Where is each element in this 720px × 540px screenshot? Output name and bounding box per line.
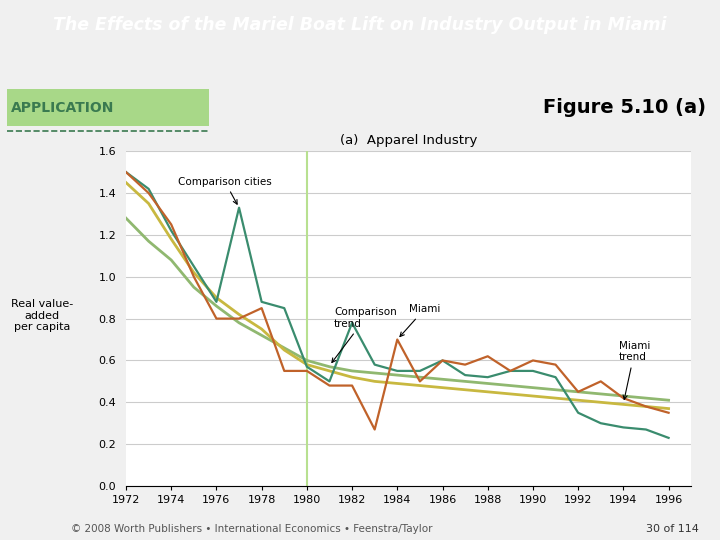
Text: APPLICATION: APPLICATION: [11, 100, 114, 114]
Text: Real value-
added
per capita: Real value- added per capita: [11, 299, 73, 333]
Text: The Effects of the Mariel Boat Lift on Industry Output in Miami: The Effects of the Mariel Boat Lift on I…: [53, 16, 667, 34]
Text: Miami
trend: Miami trend: [619, 341, 650, 400]
Bar: [7, 90, 209, 126]
Title: (a)  Apparel Industry: (a) Apparel Industry: [340, 134, 477, 147]
Text: Comparison cities: Comparison cities: [178, 177, 271, 204]
Text: Figure 5.10 (a): Figure 5.10 (a): [543, 98, 706, 117]
Text: © 2008 Worth Publishers • International Economics • Feenstra/Taylor: © 2008 Worth Publishers • International …: [71, 524, 433, 534]
Text: Miami: Miami: [400, 305, 440, 336]
Text: Comparison
trend: Comparison trend: [332, 307, 397, 362]
Text: 30 of 114: 30 of 114: [646, 524, 698, 534]
